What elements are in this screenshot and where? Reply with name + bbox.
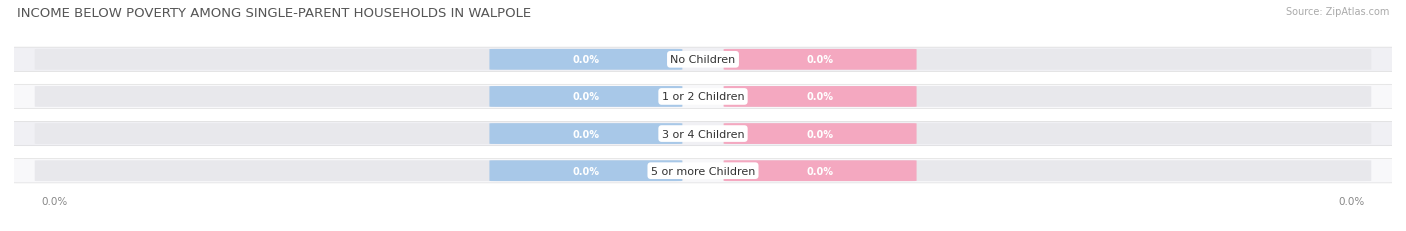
Text: 0.0%: 0.0% [807,166,834,176]
FancyBboxPatch shape [489,87,682,107]
FancyBboxPatch shape [724,161,917,181]
FancyBboxPatch shape [724,124,1371,144]
Text: 0.0%: 0.0% [807,55,834,65]
FancyBboxPatch shape [0,159,1406,183]
Text: 0.0%: 0.0% [572,55,599,65]
FancyBboxPatch shape [489,50,682,70]
FancyBboxPatch shape [0,48,1406,72]
FancyBboxPatch shape [724,87,917,107]
FancyBboxPatch shape [724,87,1371,107]
FancyBboxPatch shape [489,124,682,144]
FancyBboxPatch shape [0,85,1406,109]
Text: No Children: No Children [671,55,735,65]
Text: 1 or 2 Children: 1 or 2 Children [662,92,744,102]
Text: INCOME BELOW POVERTY AMONG SINGLE-PARENT HOUSEHOLDS IN WALPOLE: INCOME BELOW POVERTY AMONG SINGLE-PARENT… [17,7,531,20]
Text: 0.0%: 0.0% [572,129,599,139]
Text: Source: ZipAtlas.com: Source: ZipAtlas.com [1285,7,1389,17]
Text: 0.0%: 0.0% [572,166,599,176]
Text: 5 or more Children: 5 or more Children [651,166,755,176]
Text: 0.0%: 0.0% [807,129,834,139]
FancyBboxPatch shape [724,124,917,144]
FancyBboxPatch shape [35,87,682,107]
Text: 0.0%: 0.0% [1339,196,1364,206]
FancyBboxPatch shape [724,50,917,70]
Text: 0.0%: 0.0% [42,196,67,206]
FancyBboxPatch shape [35,124,682,144]
Text: 0.0%: 0.0% [807,92,834,102]
Text: 3 or 4 Children: 3 or 4 Children [662,129,744,139]
FancyBboxPatch shape [35,161,682,181]
FancyBboxPatch shape [489,161,682,181]
FancyBboxPatch shape [35,50,682,70]
FancyBboxPatch shape [724,50,1371,70]
FancyBboxPatch shape [724,161,1371,181]
FancyBboxPatch shape [0,122,1406,146]
Text: 0.0%: 0.0% [572,92,599,102]
